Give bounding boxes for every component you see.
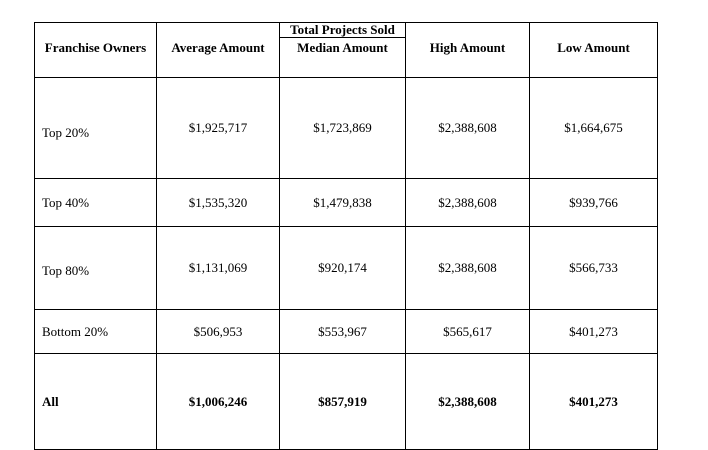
high-amount-cell: $565,617	[405, 309, 530, 354]
row-label: Top 20%	[34, 77, 157, 179]
median-amount-cell: $553,967	[279, 309, 406, 354]
header-spacer	[34, 22, 157, 38]
table-row-top-20: Top 20% $1,925,717 $1,723,869 $2,388,608…	[34, 77, 658, 179]
average-amount-cell: $1,535,320	[156, 178, 280, 227]
high-amount-cell: $2,388,608	[405, 353, 530, 450]
group-header-total-projects-sold: Total Projects Sold	[279, 22, 406, 38]
low-amount-cell: $401,273	[529, 309, 658, 354]
header-spacer	[529, 22, 658, 38]
header-spacer	[156, 22, 280, 38]
column-header-low-amount: Low Amount	[529, 37, 658, 78]
median-amount-cell: $920,174	[279, 226, 406, 310]
table-row-top-40: Top 40% $1,535,320 $1,479,838 $2,388,608…	[34, 178, 658, 227]
column-header-average-amount: Average Amount	[156, 37, 280, 78]
row-label: Top 80%	[34, 226, 157, 310]
column-header-franchise-owners: Franchise Owners	[34, 37, 157, 78]
average-amount-cell: $1,131,069	[156, 226, 280, 310]
high-amount-cell: $2,388,608	[405, 178, 530, 227]
row-label: Bottom 20%	[34, 309, 157, 354]
group-header-row: Total Projects Sold	[34, 22, 658, 38]
row-label: All	[34, 353, 157, 450]
average-amount-cell: $506,953	[156, 309, 280, 354]
low-amount-cell: $566,733	[529, 226, 658, 310]
column-header-median-amount: Median Amount	[279, 37, 406, 78]
low-amount-cell: $401,273	[529, 353, 658, 450]
row-label: Top 40%	[34, 178, 157, 227]
projects-sold-table: Total Projects Sold Franchise Owners Ave…	[34, 22, 658, 450]
low-amount-cell: $939,766	[529, 178, 658, 227]
high-amount-cell: $2,388,608	[405, 226, 530, 310]
table-row-all: All $1,006,246 $857,919 $2,388,608 $401,…	[34, 353, 658, 450]
table-row-top-80: Top 80% $1,131,069 $920,174 $2,388,608 $…	[34, 226, 658, 310]
header-spacer	[405, 22, 530, 38]
average-amount-cell: $1,006,246	[156, 353, 280, 450]
column-header-high-amount: High Amount	[405, 37, 530, 78]
median-amount-cell: $1,479,838	[279, 178, 406, 227]
average-amount-cell: $1,925,717	[156, 77, 280, 179]
high-amount-cell: $2,388,608	[405, 77, 530, 179]
median-amount-cell: $1,723,869	[279, 77, 406, 179]
low-amount-cell: $1,664,675	[529, 77, 658, 179]
median-amount-cell: $857,919	[279, 353, 406, 450]
column-header-row: Franchise Owners Average Amount Median A…	[34, 37, 658, 78]
table-row-bottom-20: Bottom 20% $506,953 $553,967 $565,617 $4…	[34, 309, 658, 354]
